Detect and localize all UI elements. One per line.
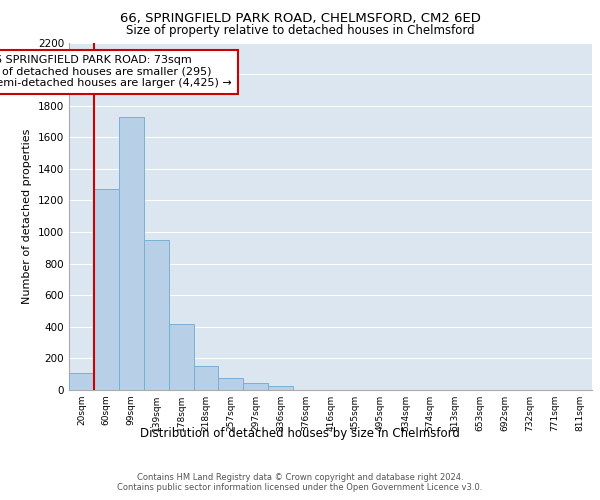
Bar (69, 372, 94, 390)
Text: 66, SPRINGFIELD PARK ROAD, CHELMSFORD, CM2 6ED: 66, SPRINGFIELD PARK ROAD, CHELMSFORD, C… (119, 12, 481, 25)
Bar (94, 190, 119, 390)
Text: Contains public sector information licensed under the Open Government Licence v3: Contains public sector information licen… (118, 484, 482, 492)
Bar (169, 324, 194, 390)
Text: 66 SPRINGFIELD PARK ROAD: 73sqm
← 6% of detached houses are smaller (295)
94% of: 66 SPRINGFIELD PARK ROAD: 73sqm ← 6% of … (0, 55, 232, 88)
Bar (119, 116, 144, 390)
Bar (268, 386, 293, 390)
Y-axis label: Number of detached properties: Number of detached properties (22, 128, 32, 304)
Bar (144, 240, 169, 390)
Bar (244, 383, 268, 390)
Bar (194, 366, 218, 390)
Bar (218, 378, 244, 390)
Text: Contains HM Land Registry data © Crown copyright and database right 2024.: Contains HM Land Registry data © Crown c… (137, 472, 463, 482)
Text: Size of property relative to detached houses in Chelmsford: Size of property relative to detached ho… (125, 24, 475, 37)
Text: Distribution of detached houses by size in Chelmsford: Distribution of detached houses by size … (140, 428, 460, 440)
